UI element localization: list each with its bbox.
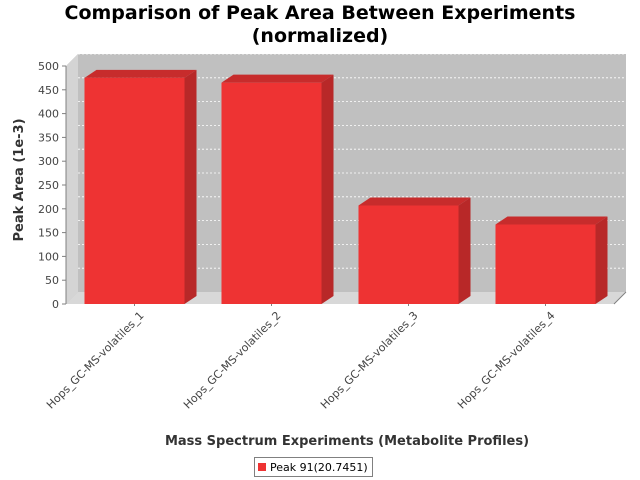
plot-area <box>66 54 627 305</box>
bar-front <box>221 82 322 304</box>
bar-top <box>221 74 334 83</box>
plot-back-wall <box>66 54 626 304</box>
y-tick-label: 400 <box>38 108 59 121</box>
chart-title: Comparison of Peak Area Between Experime… <box>0 2 640 48</box>
bar-top <box>495 216 608 225</box>
bar-side <box>595 216 608 304</box>
y-tick-label: 100 <box>38 250 59 263</box>
y-tick-label: 200 <box>38 203 59 216</box>
x-tick-label: Hops_GC-MS-volatiles_3 <box>318 309 421 412</box>
legend-swatch <box>258 463 266 471</box>
plot-floor-edge <box>613 291 627 305</box>
chart-title-line-1: Comparison of Peak Area Between Experime… <box>64 2 576 24</box>
bar-side <box>321 74 334 304</box>
bar <box>84 69 197 305</box>
x-axis-label: Mass Spectrum Experiments (Metabolite Pr… <box>165 434 529 449</box>
legend-label: Peak 91(20.7451) <box>270 460 368 474</box>
bar-front <box>84 77 185 305</box>
bar-side <box>458 197 471 304</box>
chart-title-line-2: (normalized) <box>251 25 389 47</box>
bar-top <box>358 197 471 206</box>
bar <box>495 216 608 304</box>
plot-floor <box>66 292 626 304</box>
plot-left-wall <box>66 54 78 304</box>
y-tick-label: 250 <box>38 179 59 192</box>
bar-front <box>495 224 596 304</box>
x-axis: Hops_GC-MS-volatiles_1 Hops_GC-MS-volatil… <box>44 304 558 411</box>
y-tick-label: 300 <box>38 155 59 168</box>
y-tick-label: 50 <box>45 274 59 287</box>
bar-side <box>184 69 197 305</box>
y-axis-label: Peak Area (1e-3) <box>12 118 27 241</box>
x-tick-label: Hops_GC-MS-volatiles_2 <box>181 309 284 412</box>
legend: Peak 91(20.7451) <box>254 457 373 477</box>
x-tick-label: Hops_GC-MS-volatiles_4 <box>455 309 558 412</box>
bar-top <box>84 69 197 78</box>
y-tick-label: 500 <box>38 60 59 73</box>
bar <box>358 197 471 304</box>
x-tick-label: Hops_GC-MS-volatiles_1 <box>44 309 147 412</box>
y-tick-label: 150 <box>38 227 59 240</box>
bars <box>84 69 608 305</box>
bar-front <box>358 205 459 304</box>
y-tick-label: 350 <box>38 131 59 144</box>
y-axis: 0 50 100 150 200 250 300 350 400 450 500 <box>38 60 67 311</box>
y-tick-label: 0 <box>52 298 59 311</box>
bar <box>221 74 334 304</box>
y-tick-label: 450 <box>38 84 59 97</box>
